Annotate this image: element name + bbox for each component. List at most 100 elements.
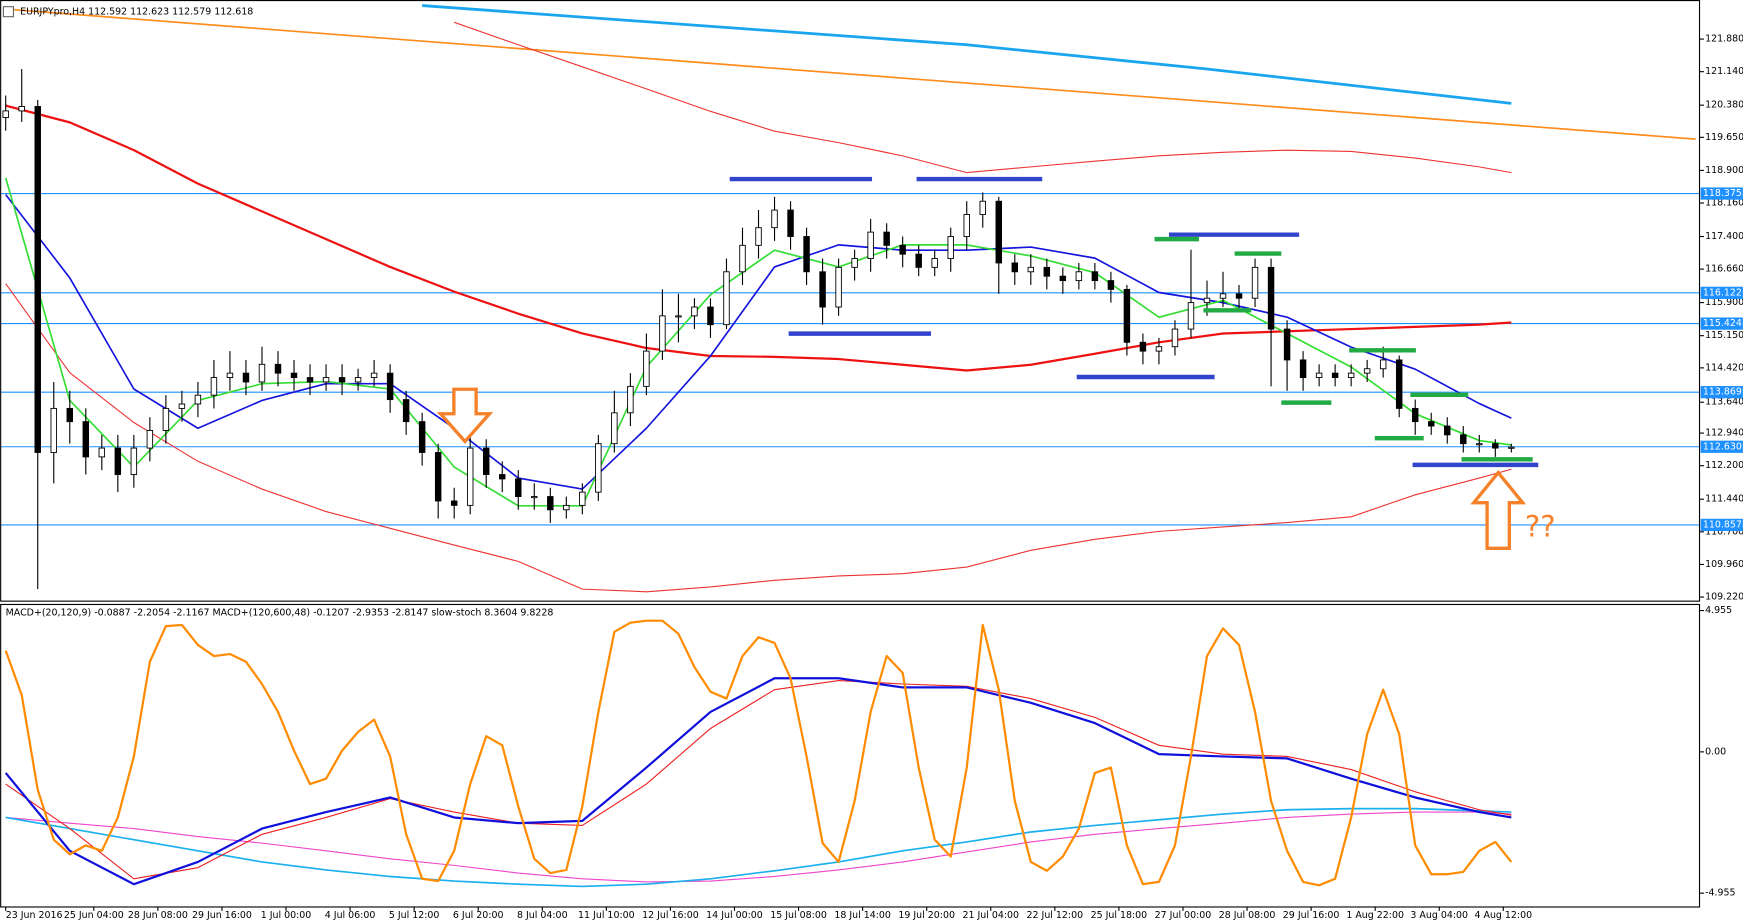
y-tick-label: 121.140 (1705, 66, 1743, 77)
symbol-icon (2, 6, 15, 18)
indicator-line (454, 21, 1512, 174)
candle-body (354, 377, 362, 383)
level-label: 113.869 (1703, 387, 1742, 398)
indicator-line (4, 619, 1513, 887)
y-tick-label: 119.650 (1705, 132, 1743, 143)
candle-body (402, 399, 410, 423)
y-tick-label: 113.640 (1705, 397, 1743, 408)
candle-body (1331, 372, 1339, 379)
candle-body (947, 236, 954, 259)
x-tick-label: 23 Jun 2016 (6, 910, 63, 921)
candle-body (98, 447, 106, 458)
candle-body (819, 271, 826, 308)
y-tick-label: 112.940 (1705, 428, 1743, 439)
candle-body (723, 271, 730, 326)
candle-body (1508, 446, 1515, 449)
candle-body (595, 443, 602, 493)
indicator-panel (4, 619, 1513, 888)
candle-body (1267, 266, 1275, 330)
x-tick-label: 4 Jul 06:00 (325, 910, 376, 921)
drawn-objects (436, 176, 1539, 550)
candle-body (771, 209, 778, 229)
candle-body (1075, 271, 1083, 282)
y-tick-label: 121.880 (1705, 34, 1743, 45)
x-tick-label: 29 Jul 16:00 (1283, 910, 1340, 921)
price-frame (0, 0, 1701, 602)
x-tick-label: 8 Jul 04:00 (517, 910, 568, 921)
swing-marks (1154, 236, 1533, 462)
candle-body (835, 266, 842, 308)
candle-body (434, 452, 442, 502)
indicator-line (5, 807, 1512, 888)
candle-body (1363, 368, 1371, 374)
y-tick-label: 117.400 (1705, 231, 1743, 242)
candle-body (290, 372, 298, 379)
candle-body (66, 407, 74, 423)
x-tick-label: 14 Jul 00:00 (706, 910, 763, 921)
level-label: 115.424 (1703, 318, 1742, 329)
x-tick-label: 4 Aug 12:00 (1474, 910, 1532, 921)
candle-body (867, 231, 874, 259)
candle-body (1059, 275, 1067, 282)
candle-body (482, 447, 490, 475)
x-tick-label: 3 Aug 04:00 (1410, 910, 1468, 921)
candle-body (1187, 302, 1195, 330)
candle-body (995, 200, 1002, 264)
x-tick-label: 1 Aug 22:00 (1346, 910, 1404, 921)
x-tick-label: 21 Jul 04:00 (962, 910, 1019, 921)
level-label-box (1700, 286, 1743, 299)
candle-body (322, 377, 330, 383)
candle-body (274, 363, 282, 374)
x-tick-label: 12 Jul 16:00 (642, 910, 699, 921)
candle-body (1460, 434, 1467, 445)
candle-body (242, 372, 250, 383)
candle-body (1428, 421, 1435, 427)
candle-body (851, 258, 858, 268)
candle-body (563, 504, 570, 511)
y-tick-label: 109.960 (1705, 559, 1743, 570)
x-tick-label: 28 Jul 08:00 (1219, 910, 1276, 921)
x-tick-label: 27 Jul 00:00 (1155, 910, 1212, 921)
candle-body (178, 403, 186, 409)
candle-body (915, 253, 922, 268)
candle-body (1219, 293, 1227, 299)
resistance-marks (729, 176, 1539, 468)
candle-body (1476, 443, 1483, 446)
indicator-frame (0, 603, 1701, 908)
indicator-title: MACD+(20,120,9) -0.0887 -2.2054 -2.1167 … (6, 607, 554, 618)
candle-body (979, 200, 986, 215)
candle-body (1283, 328, 1291, 361)
candle-body (258, 363, 266, 383)
candle-body (1123, 288, 1131, 343)
candle-body (691, 306, 698, 317)
y-tick-label: 115.150 (1705, 330, 1743, 341)
candle-body (1444, 425, 1451, 436)
level-label-box (1700, 386, 1743, 399)
candle-body (1379, 359, 1387, 370)
candle-body (1107, 280, 1115, 290)
candle-body (210, 377, 218, 396)
price-panel (0, 4, 1700, 593)
candle-body (675, 315, 682, 318)
indicator-line (5, 680, 1512, 880)
candle-body (82, 421, 90, 458)
candle-body (803, 236, 810, 273)
candle-body (1203, 297, 1211, 304)
candle-body (130, 447, 138, 475)
y-tick-label: 109.220 (1705, 592, 1743, 603)
indicator-line (5, 194, 1512, 490)
axes: 121.880 121.140 120.380 119.650 118.900 118.1… (5, 34, 1743, 921)
candle-body (755, 227, 762, 246)
candle-body (1027, 266, 1035, 273)
candle-body (643, 350, 650, 387)
candle-body (707, 306, 714, 326)
candle-body (386, 372, 394, 401)
x-tick-label: 19 Jul 20:00 (898, 910, 955, 921)
candle-body (1091, 271, 1099, 282)
indicator-line (4, 677, 1512, 886)
level-label-box (1700, 440, 1743, 453)
candle-body (1155, 346, 1163, 352)
